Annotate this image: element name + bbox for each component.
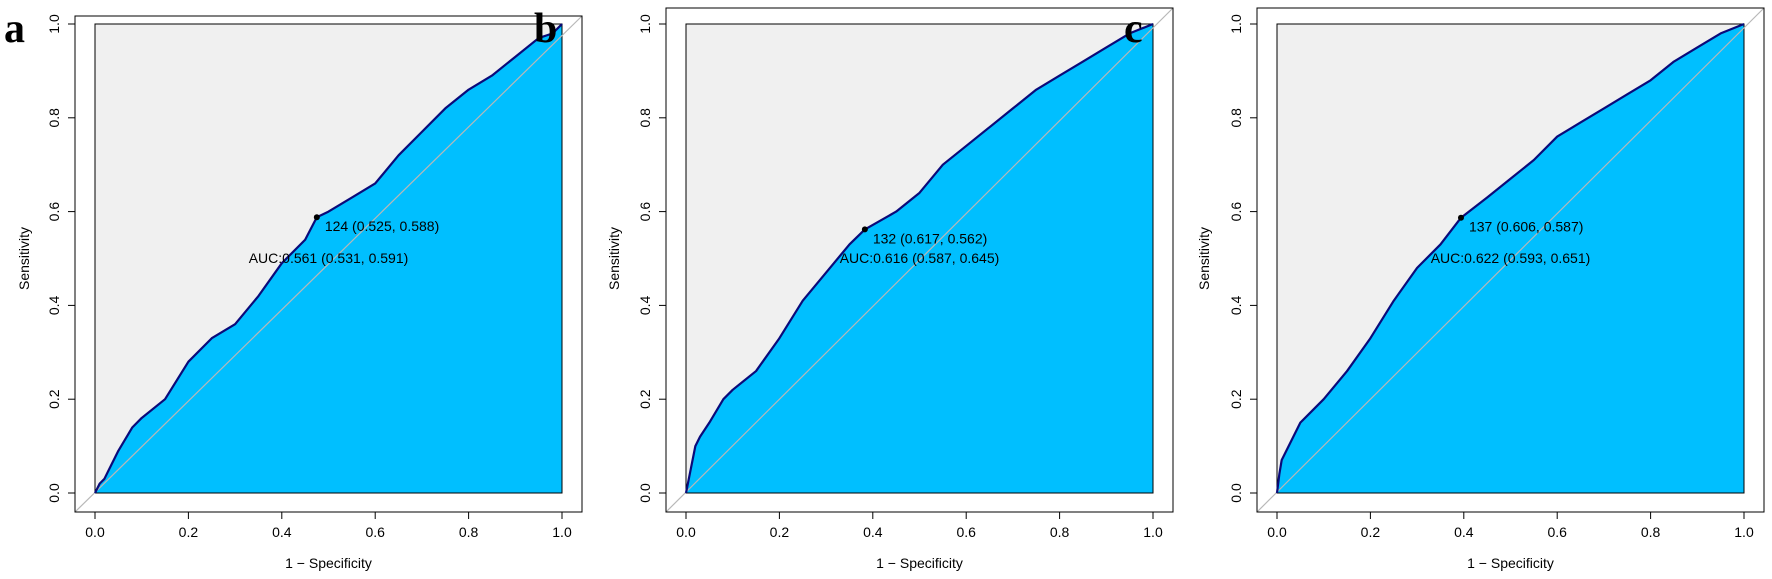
x-tick-label: 1.0 <box>552 524 572 540</box>
x-tick-label: 0.4 <box>863 524 883 540</box>
x-axis-title: 1 − Specificity <box>876 555 963 571</box>
x-tick-label: 0.8 <box>1050 524 1070 540</box>
y-tick-label: 0.2 <box>46 389 62 409</box>
y-tick-label: 0.8 <box>1228 108 1244 128</box>
x-tick-label: 0.6 <box>956 524 976 540</box>
y-tick-label: 0.0 <box>1228 483 1244 503</box>
diagonal-reference-line <box>665 7 1174 513</box>
threshold-label: 124 (0.525, 0.588) <box>325 218 439 234</box>
auc-label: AUC:0.622 (0.593, 0.651) <box>1431 250 1591 266</box>
y-tick-label: 0.2 <box>1228 389 1244 409</box>
panel-letter: b <box>534 6 558 52</box>
roc-chart: 0.0 0.2 0.4 0.6 0.8 1.0 0.0 0.2 0.4 0.6 0.8 1.0 1 − … <box>16 14 583 571</box>
y-tick-label: 0.8 <box>637 108 653 128</box>
plot-border <box>94 23 563 494</box>
y-tick-label: 0.6 <box>1228 202 1244 222</box>
roc-panel-b: b 0.0 0.2 0.4 0.6 0.8 1.0 0.0 0.2 0.4 0.6 0.8 1.0 1 … <box>534 0 1180 579</box>
threshold-point <box>313 214 320 221</box>
roc-panel-c: c 0.0 0.2 0.4 0.6 0.8 1.0 0.0 0.2 0.4 0.6 0.8 1.0 1 … <box>1124 0 1770 579</box>
auc-area <box>95 24 562 493</box>
y-tick-label: 1.0 <box>1228 14 1244 34</box>
y-tick-label: 0.4 <box>46 295 62 315</box>
y-axis-title: Sensitivity <box>606 227 622 290</box>
roc-curve <box>1275 22 1745 494</box>
x-tick-label: 0.2 <box>179 524 199 540</box>
threshold-label: 132 (0.617, 0.562) <box>873 230 987 246</box>
x-tick-label: 0.4 <box>1454 524 1474 540</box>
x-tick-label: 0.0 <box>1267 524 1287 540</box>
y-tick-label: 0.6 <box>46 202 62 222</box>
x-tick-label: 0.4 <box>272 524 292 540</box>
panel-letter: c <box>1124 6 1143 52</box>
y-tick-label: 0.0 <box>637 483 653 503</box>
y-tick-label: 0.8 <box>46 108 62 128</box>
x-tick-label: 0.0 <box>676 524 696 540</box>
x-axis-title: 1 − Specificity <box>285 555 372 571</box>
x-tick-label: 0.2 <box>1361 524 1381 540</box>
x-tick-label: 1.0 <box>1734 524 1754 540</box>
x-tick-label: 0.0 <box>85 524 105 540</box>
plot-border <box>685 23 1154 494</box>
x-tick-label: 0.8 <box>1641 524 1661 540</box>
y-axis-title: Sensitivity <box>1196 227 1212 290</box>
y-tick-label: 0.6 <box>637 202 653 222</box>
roc-chart: 0.0 0.2 0.4 0.6 0.8 1.0 0.0 0.2 0.4 0.6 0.8 1.0 1 − … <box>1196 7 1765 571</box>
y-tick-label: 0.2 <box>637 389 653 409</box>
x-tick-label: 0.8 <box>459 524 479 540</box>
threshold-point <box>1457 214 1464 221</box>
roc-curve <box>94 23 563 494</box>
threshold-point <box>861 226 868 233</box>
diagonal-reference-line <box>74 15 583 513</box>
x-tick-label: 1.0 <box>1143 524 1163 540</box>
roc-panel-a: a 0.0 0.2 0.4 0.6 0.8 1.0 0.0 0.2 0.4 0.6 0.8 1.0 1 … <box>0 0 590 579</box>
panel-letter: a <box>4 6 25 52</box>
y-tick-label: 0.4 <box>1228 295 1244 315</box>
threshold-label: 137 (0.606, 0.587) <box>1469 219 1583 235</box>
auc-label: AUC:0.616 (0.587, 0.645) <box>840 250 1000 266</box>
y-tick-label: 0.4 <box>637 295 653 315</box>
roc-chart: 0.0 0.2 0.4 0.6 0.8 1.0 0.0 0.2 0.4 0.6 0.8 1.0 1 − … <box>606 7 1174 571</box>
x-tick-label: 0.6 <box>1547 524 1567 540</box>
y-tick-label: 1.0 <box>637 14 653 34</box>
x-tick-label: 0.6 <box>365 524 385 540</box>
x-axis-title: 1 − Specificity <box>1467 555 1554 571</box>
auc-label: AUC:0.561 (0.531, 0.591) <box>249 250 409 266</box>
x-tick-label: 0.2 <box>770 524 790 540</box>
diagonal-reference-line <box>1256 7 1765 513</box>
y-tick-label: 1.0 <box>46 14 62 34</box>
y-axis-title: Sensitivity <box>16 227 32 290</box>
plot-border <box>1276 23 1745 494</box>
y-tick-label: 0.0 <box>46 483 62 503</box>
